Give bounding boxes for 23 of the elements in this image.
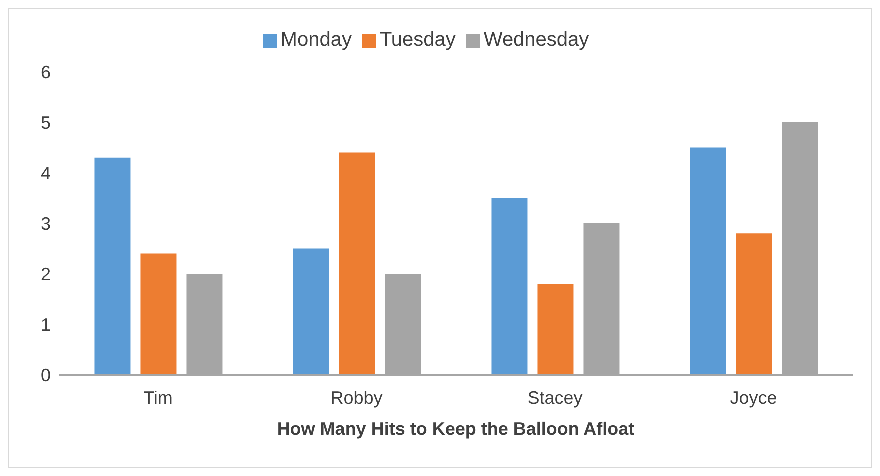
x-tick-label: Tim: [144, 388, 173, 408]
y-tick-label: 1: [40, 314, 51, 335]
y-tick-label: 3: [40, 214, 51, 234]
bar: [94, 158, 131, 375]
y-tick-label: 6: [40, 62, 51, 82]
y-tick-label: 5: [40, 112, 51, 133]
bar: [736, 234, 772, 375]
legend-label: Tuesday: [380, 29, 456, 51]
legend-label: Wednesday: [484, 29, 590, 51]
bar: [538, 284, 574, 375]
bar: [690, 148, 726, 375]
y-tick-label: 0: [40, 365, 51, 386]
x-tick-label: Joyce: [730, 388, 778, 408]
x-tick-label: Stacey: [528, 388, 583, 408]
x-tick-label: Robby: [330, 388, 383, 408]
bar: [140, 254, 177, 375]
bar: [339, 152, 376, 375]
bar: [293, 248, 330, 375]
legend-label: Monday: [280, 29, 352, 51]
y-tick-label: 2: [40, 264, 51, 284]
y-tick-label: 4: [40, 163, 51, 184]
x-axis-title: How Many Hits to Keep the Balloon Afloat: [277, 419, 635, 439]
bar: [492, 198, 528, 375]
